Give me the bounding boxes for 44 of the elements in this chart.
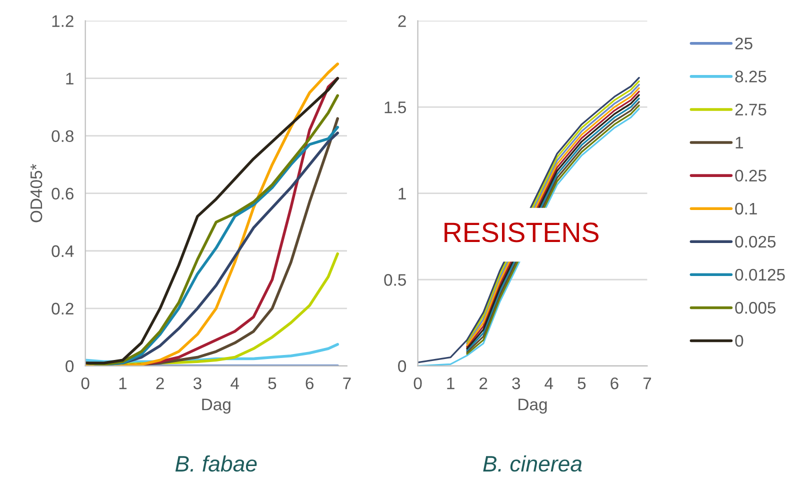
x-tick-label: 0 [81, 377, 90, 390]
x-tick-label: 5 [268, 378, 276, 390]
legend-label: 0.025 [735, 236, 776, 248]
x-tick-label: 4 [544, 378, 554, 390]
legend-label: 25 [735, 38, 752, 50]
legend-label: 0.25 [735, 170, 766, 182]
x-axis-title: Dag [202, 398, 230, 414]
x-tick-label: 4 [230, 378, 239, 390]
x-tick-label: 7 [643, 378, 652, 390]
y-tick-label: 0.4 [52, 245, 74, 258]
x-tick-label: 3 [512, 377, 520, 390]
x-tick-label: 0 [414, 377, 422, 390]
x-tick-label: 6 [610, 377, 618, 390]
y-tick-label: 0.5 [384, 274, 406, 286]
text: B. fabae [175, 455, 257, 472]
x-tick-label: 1 [119, 378, 127, 390]
y-tick-label: 0.8 [52, 130, 74, 142]
legend-label: 0 [735, 334, 744, 347]
legend-label: 0.1 [735, 202, 757, 215]
y-tick-label: 1.2 [52, 15, 74, 27]
y-tick-label: 1 [66, 72, 74, 84]
x-tick-label: 3 [193, 377, 202, 390]
y-tick-label: 0 [66, 360, 74, 372]
y-tick-label: 0 [398, 360, 406, 372]
annotation: RESISTENS [444, 222, 598, 242]
x-axis-title: Dag [518, 398, 547, 414]
x-tick-label: 2 [480, 377, 488, 390]
legend-label: 0.0125 [735, 268, 785, 281]
x-tick-label: 5 [578, 378, 586, 390]
x-tick-label: 7 [343, 378, 351, 390]
text: B. cinerea [483, 455, 582, 472]
x-tick-label: 2 [156, 377, 164, 390]
y-tick-label: 2 [398, 15, 406, 27]
x-tick-label: 1 [447, 378, 454, 390]
y-tick-label: 1.5 [384, 102, 406, 114]
legend-label: 8.25 [735, 70, 766, 82]
y-tick-label: 0.6 [52, 188, 74, 200]
legend-label: 1 [736, 136, 743, 148]
legend-label: 0.005 [735, 302, 776, 314]
y-tick-label: 1 [398, 188, 406, 200]
x-tick-label: 6 [306, 377, 314, 390]
y-axis-title: OD405* [30, 164, 42, 222]
y-tick-label: 0.2 [52, 302, 74, 315]
legend-label: 2.75 [735, 104, 766, 116]
